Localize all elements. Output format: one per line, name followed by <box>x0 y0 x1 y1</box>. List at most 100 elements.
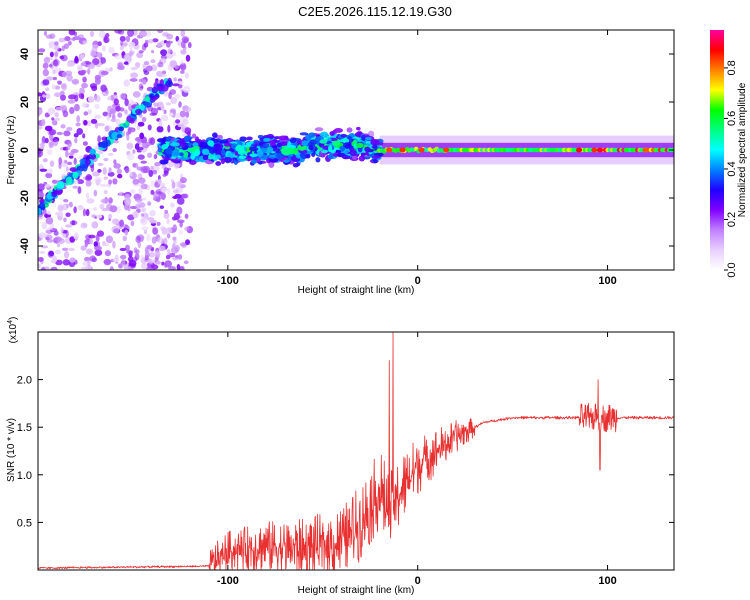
spectrogram-cell <box>179 64 185 69</box>
spectrogram-cell <box>51 255 58 263</box>
spectrogram-cell <box>93 207 98 211</box>
spectrogram-cell <box>82 76 87 83</box>
spectrogram-cell <box>182 85 191 93</box>
spectrogram-cell <box>173 239 177 244</box>
spectrogram-cell <box>145 65 153 72</box>
spectrogram-cell <box>332 140 341 147</box>
spectrogram-cell <box>246 136 253 141</box>
spectrogram-cell <box>51 191 58 198</box>
spectrogram-cell <box>201 148 210 156</box>
spectrogram-cell <box>278 135 288 141</box>
spectrogram-cell <box>117 65 125 71</box>
spectrogram-marks <box>38 30 674 270</box>
spectrogram-cell <box>140 160 148 164</box>
spectrogram-cell <box>102 45 106 52</box>
spectrogram-cell <box>591 147 598 153</box>
spectrogram-cell <box>77 204 84 210</box>
spectrogram-cell <box>113 159 117 165</box>
spectrogram-cell <box>146 233 151 242</box>
spectrogram-cell <box>54 85 61 90</box>
spectrogram-cell <box>154 250 161 258</box>
spectrogram-cell <box>137 147 144 151</box>
spectrogram-cell <box>172 83 180 87</box>
spectrogram-cell <box>85 192 90 199</box>
spectrogram-cell <box>314 127 324 132</box>
spectrogram-cell <box>187 142 192 147</box>
spectrogram-cell <box>371 155 381 159</box>
spectrogram-cell <box>47 107 56 116</box>
spectrogram-cell <box>141 116 147 123</box>
spectrogram-cell <box>79 87 85 95</box>
spectrogram-cell <box>64 159 68 164</box>
spectrogram-cell <box>268 157 279 163</box>
spectrogram-cell <box>149 112 157 116</box>
spectrogram-cell <box>145 39 149 45</box>
spectrogram-cell <box>147 152 153 158</box>
spectrogram-cell <box>165 136 172 142</box>
spectrogram-cell <box>45 87 50 92</box>
spectrogram-cell <box>65 176 73 185</box>
spectrogram-cell <box>48 251 54 257</box>
spectrogram-cell <box>69 167 78 172</box>
spectrogram-cell <box>342 142 351 149</box>
spectrogram-cell <box>256 157 261 163</box>
spectrogram-cell <box>160 187 168 193</box>
spectrogram-cell <box>399 147 406 153</box>
spectrogram-cell <box>67 99 76 104</box>
spectrogram-cell <box>177 39 182 47</box>
spectrogram-cell <box>99 203 105 210</box>
spectrogram-cell <box>91 44 99 49</box>
spectrogram-cell <box>364 146 371 152</box>
spectrogram-cell <box>54 112 59 118</box>
spectrogram-cell <box>83 119 88 126</box>
spectrogram-cell <box>119 35 126 42</box>
spectrogram-cell <box>320 150 328 154</box>
spectrogram-cell <box>52 58 60 67</box>
spectrogram-cell <box>104 250 112 257</box>
snr-series-group <box>38 332 674 570</box>
spectrogram-cell <box>60 83 66 89</box>
spectrogram-cell <box>63 130 71 137</box>
spectrogram-cell <box>88 234 96 239</box>
spectrogram-cell <box>45 216 54 225</box>
spectrogram-cell <box>111 131 120 140</box>
spectrogram-cell <box>56 182 65 189</box>
spectrogram-cell <box>108 197 113 204</box>
spectrogram-cell <box>68 201 73 208</box>
spectrogram-cell <box>202 154 209 161</box>
spectrogram-cell <box>45 183 51 188</box>
spectrogram-cell <box>94 249 103 256</box>
spectrogram-cell <box>88 153 97 160</box>
spectrogram-cell <box>80 69 87 74</box>
spectrogram-cell <box>85 248 93 255</box>
spectrogram-cell <box>151 236 157 244</box>
snr-series-line <box>38 332 674 570</box>
spectrogram-cell <box>161 261 165 266</box>
colorbar-tick-label: 0.2 <box>726 212 738 227</box>
spectrogram-cell <box>183 151 189 158</box>
spectrogram-cell <box>138 50 144 54</box>
spectrogram-cell <box>109 108 117 115</box>
spectrogram-cell <box>262 154 268 160</box>
spectrogram-cell <box>76 115 81 123</box>
spectrogram-cell <box>187 147 193 153</box>
spectrogram-cell <box>107 152 114 156</box>
spectrogram-cell <box>153 102 159 107</box>
spectrogram-cell <box>132 149 136 154</box>
spectrogram-cell <box>121 39 128 48</box>
spectrogram-cell <box>39 202 46 208</box>
spectrogram-cell <box>172 236 177 241</box>
spectrogram-cell <box>86 198 95 204</box>
spectrogram-cell <box>103 157 109 162</box>
spectrogram-cell <box>328 145 333 153</box>
spectrogram-cell <box>128 50 134 57</box>
spectrogram-cell <box>319 139 328 144</box>
spectrogram-cell <box>49 160 55 167</box>
spectrogram-cell <box>149 209 156 217</box>
spectrogram-cell <box>45 93 51 100</box>
spectrogram-cell <box>66 73 73 82</box>
spectrogram-cell <box>89 148 96 155</box>
spectrogram-cell <box>118 191 123 196</box>
spectrogram-cell <box>99 183 108 188</box>
spectrogram-cell <box>73 232 79 240</box>
